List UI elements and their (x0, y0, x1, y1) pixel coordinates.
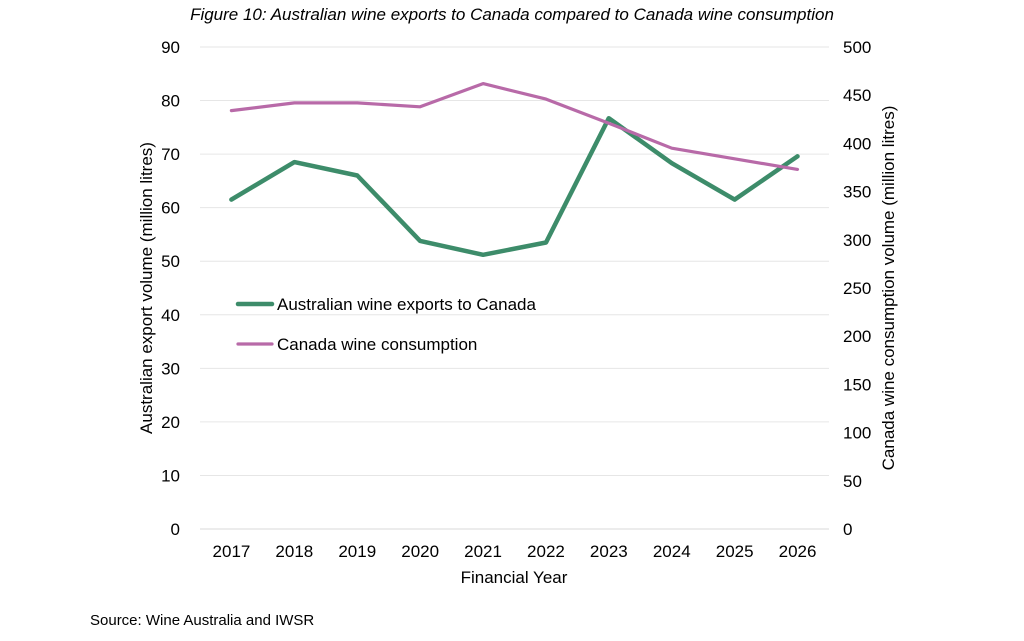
y-right-tick-label: 250 (843, 279, 871, 298)
series-layer (229, 81, 800, 258)
y-right-tick-label: 50 (843, 472, 862, 491)
legend: Australian wine exports to Canada Canada … (235, 295, 536, 354)
y-right-tick-label: 150 (843, 375, 871, 394)
x-tick-label: 2025 (716, 542, 754, 561)
y-left-tick-label: 20 (161, 413, 180, 432)
x-axis-ticks: 2017 2018 2019 2020 2021 2022 2023 2024 2025 2026 (213, 542, 817, 561)
y-right-tick-label: 500 (843, 38, 871, 57)
y-left-tick-label: 30 (161, 359, 180, 378)
y-right-tick-label: 200 (843, 327, 871, 346)
x-tick-label: 2022 (527, 542, 565, 561)
source-note: Source: Wine Australia and IWSR (90, 612, 315, 629)
y-right-tick-label: 100 (843, 424, 871, 443)
y-left-tick-label: 70 (161, 145, 180, 164)
y-right-tick-label: 400 (843, 134, 871, 153)
x-tick-label: 2018 (275, 542, 313, 561)
x-tick-label: 2021 (464, 542, 502, 561)
y-left-tick-label: 0 (171, 520, 180, 539)
series-line-exports (229, 115, 800, 258)
y-left-tick-label: 60 (161, 199, 180, 218)
y-left-tick-label: 90 (161, 38, 180, 57)
y-right-tick-label: 350 (843, 183, 871, 202)
right-axis-ticks: 0 50 100 150 200 250 300 350 400 450 500 (843, 38, 871, 539)
x-tick-label: 2017 (213, 542, 251, 561)
y-left-tick-label: 50 (161, 252, 180, 271)
left-axis-ticks: 0 10 20 30 40 50 60 70 80 90 (161, 38, 180, 539)
y-left-tick-label: 10 (161, 466, 180, 485)
x-tick-label: 2019 (338, 542, 376, 561)
x-tick-label: 2026 (779, 542, 817, 561)
x-axis-label: Financial Year (461, 568, 568, 587)
y-left-tick-label: 40 (161, 306, 180, 325)
y-left-tick-label: 80 (161, 92, 180, 111)
y-axis-right-label: Canada wine consumption volume (million … (879, 106, 898, 471)
y-right-tick-label: 300 (843, 231, 871, 250)
y-axis-left-label: Australian export volume (million litres… (137, 142, 156, 434)
series-line-consumption (229, 81, 800, 171)
x-tick-label: 2024 (653, 542, 691, 561)
legend-label: Canada wine consumption (277, 335, 477, 354)
x-tick-label: 2020 (401, 542, 439, 561)
chart-title: Figure 10: Australian wine exports to Ca… (190, 5, 834, 24)
y-right-tick-label: 450 (843, 86, 871, 105)
y-right-tick-label: 0 (843, 520, 852, 539)
gridlines (200, 46, 829, 476)
legend-label: Australian wine exports to Canada (277, 295, 536, 314)
x-tick-label: 2023 (590, 542, 628, 561)
